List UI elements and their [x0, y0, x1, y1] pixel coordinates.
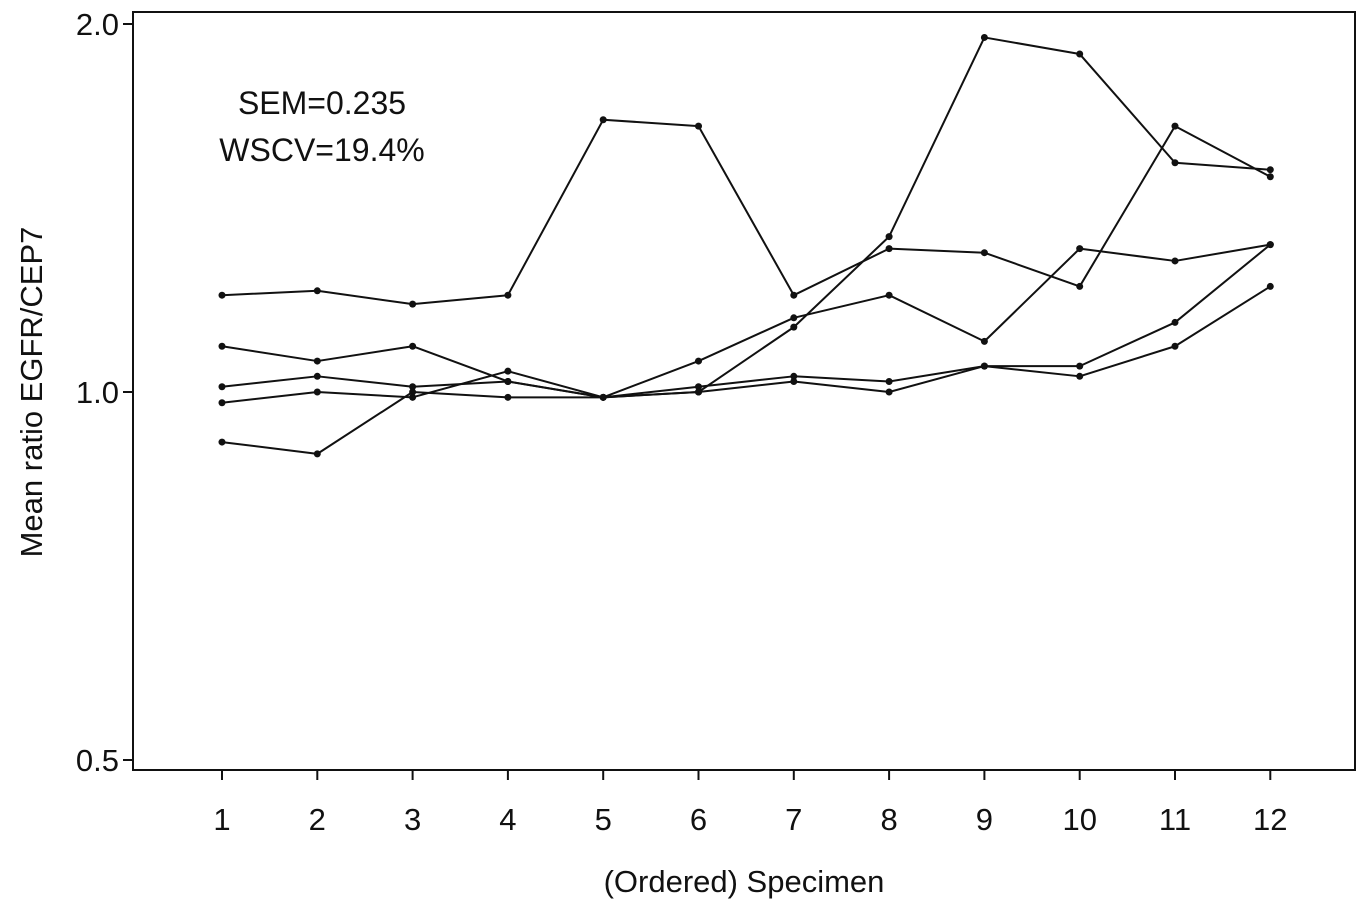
- x-tick-label: 6: [690, 802, 707, 837]
- series-4: [218, 282, 1274, 407]
- x-tick-label: 4: [499, 802, 516, 837]
- data-point: [1171, 159, 1179, 167]
- data-point: [1266, 166, 1274, 174]
- series-line: [221, 243, 1272, 399]
- data-point: [1076, 372, 1084, 380]
- data-point: [313, 388, 321, 396]
- series-3: [218, 241, 1274, 401]
- y-axis-label: Mean ratio EGFR/CEP7: [14, 227, 49, 558]
- data-point: [885, 233, 893, 241]
- data-point: [695, 122, 702, 130]
- series-5: [218, 33, 1274, 458]
- x-axis: 1 2 3 4 5 6 7 8 9 10 11 12: [213, 770, 1288, 837]
- data-point: [409, 388, 417, 396]
- data-point: [1171, 318, 1179, 326]
- data-point: [790, 323, 798, 331]
- data-point: [1076, 245, 1084, 253]
- data-point: [313, 372, 321, 380]
- x-tick-label: 9: [976, 802, 993, 837]
- data-point: [1266, 173, 1274, 181]
- data-point: [599, 116, 607, 124]
- data-point: [1171, 257, 1179, 265]
- data-point: [885, 377, 893, 385]
- series-1: [218, 116, 1274, 308]
- data-point: [313, 287, 321, 295]
- y-tick-label: 1.0: [76, 375, 119, 410]
- data-point: [504, 393, 512, 401]
- series-layer: [218, 33, 1274, 458]
- x-tick-label: 1: [213, 802, 230, 837]
- data-point: [695, 357, 702, 365]
- series-line: [221, 285, 1272, 404]
- data-point: [313, 450, 321, 458]
- data-point: [885, 291, 893, 299]
- x-tick-label: 3: [404, 802, 421, 837]
- data-point: [599, 393, 607, 401]
- series-line: [221, 243, 1272, 399]
- x-tick-label: 10: [1062, 802, 1096, 837]
- y-tick-label: 0.5: [76, 743, 119, 778]
- y-tick-label: 2.0: [76, 7, 119, 42]
- data-point: [695, 383, 702, 391]
- data-point: [218, 342, 226, 350]
- annotation-sem: SEM=0.235: [238, 85, 406, 121]
- data-point: [1171, 342, 1179, 350]
- data-point: [1266, 282, 1274, 290]
- data-point: [790, 314, 798, 322]
- data-point: [1076, 50, 1084, 58]
- data-point: [504, 291, 512, 299]
- data-point: [313, 357, 321, 365]
- x-tick-label: 8: [880, 802, 897, 837]
- data-point: [504, 367, 512, 375]
- data-point: [980, 249, 988, 257]
- data-point: [1076, 282, 1084, 290]
- data-point: [1266, 241, 1274, 249]
- data-point: [980, 362, 988, 370]
- data-point: [218, 438, 226, 446]
- data-point: [790, 372, 798, 380]
- data-point: [218, 399, 226, 407]
- x-tick-label: 2: [309, 802, 326, 837]
- series-line: [221, 118, 1272, 306]
- data-point: [885, 245, 893, 253]
- x-tick-label: 12: [1253, 802, 1287, 837]
- data-point: [695, 388, 702, 396]
- series-2: [218, 241, 1274, 401]
- data-point: [409, 342, 417, 350]
- y-axis: 0.5 1.0 2.0: [76, 7, 133, 778]
- x-axis-label: (Ordered) Specimen: [604, 864, 885, 899]
- data-point: [885, 388, 893, 396]
- data-point: [218, 383, 226, 391]
- data-point: [1171, 122, 1179, 130]
- data-point: [1076, 362, 1084, 370]
- data-point: [790, 377, 798, 385]
- data-point: [218, 291, 226, 299]
- data-point: [409, 300, 417, 308]
- series-line: [221, 36, 1272, 455]
- x-tick-label: 11: [1159, 802, 1191, 837]
- data-point: [409, 393, 417, 401]
- data-point: [980, 337, 988, 345]
- annotation-wscv: WSCV=19.4%: [219, 132, 424, 168]
- x-tick-label: 5: [595, 802, 612, 837]
- data-point: [504, 377, 512, 385]
- data-point: [980, 33, 988, 41]
- data-point: [790, 291, 798, 299]
- x-tick-label: 7: [785, 802, 802, 837]
- data-point: [409, 383, 417, 391]
